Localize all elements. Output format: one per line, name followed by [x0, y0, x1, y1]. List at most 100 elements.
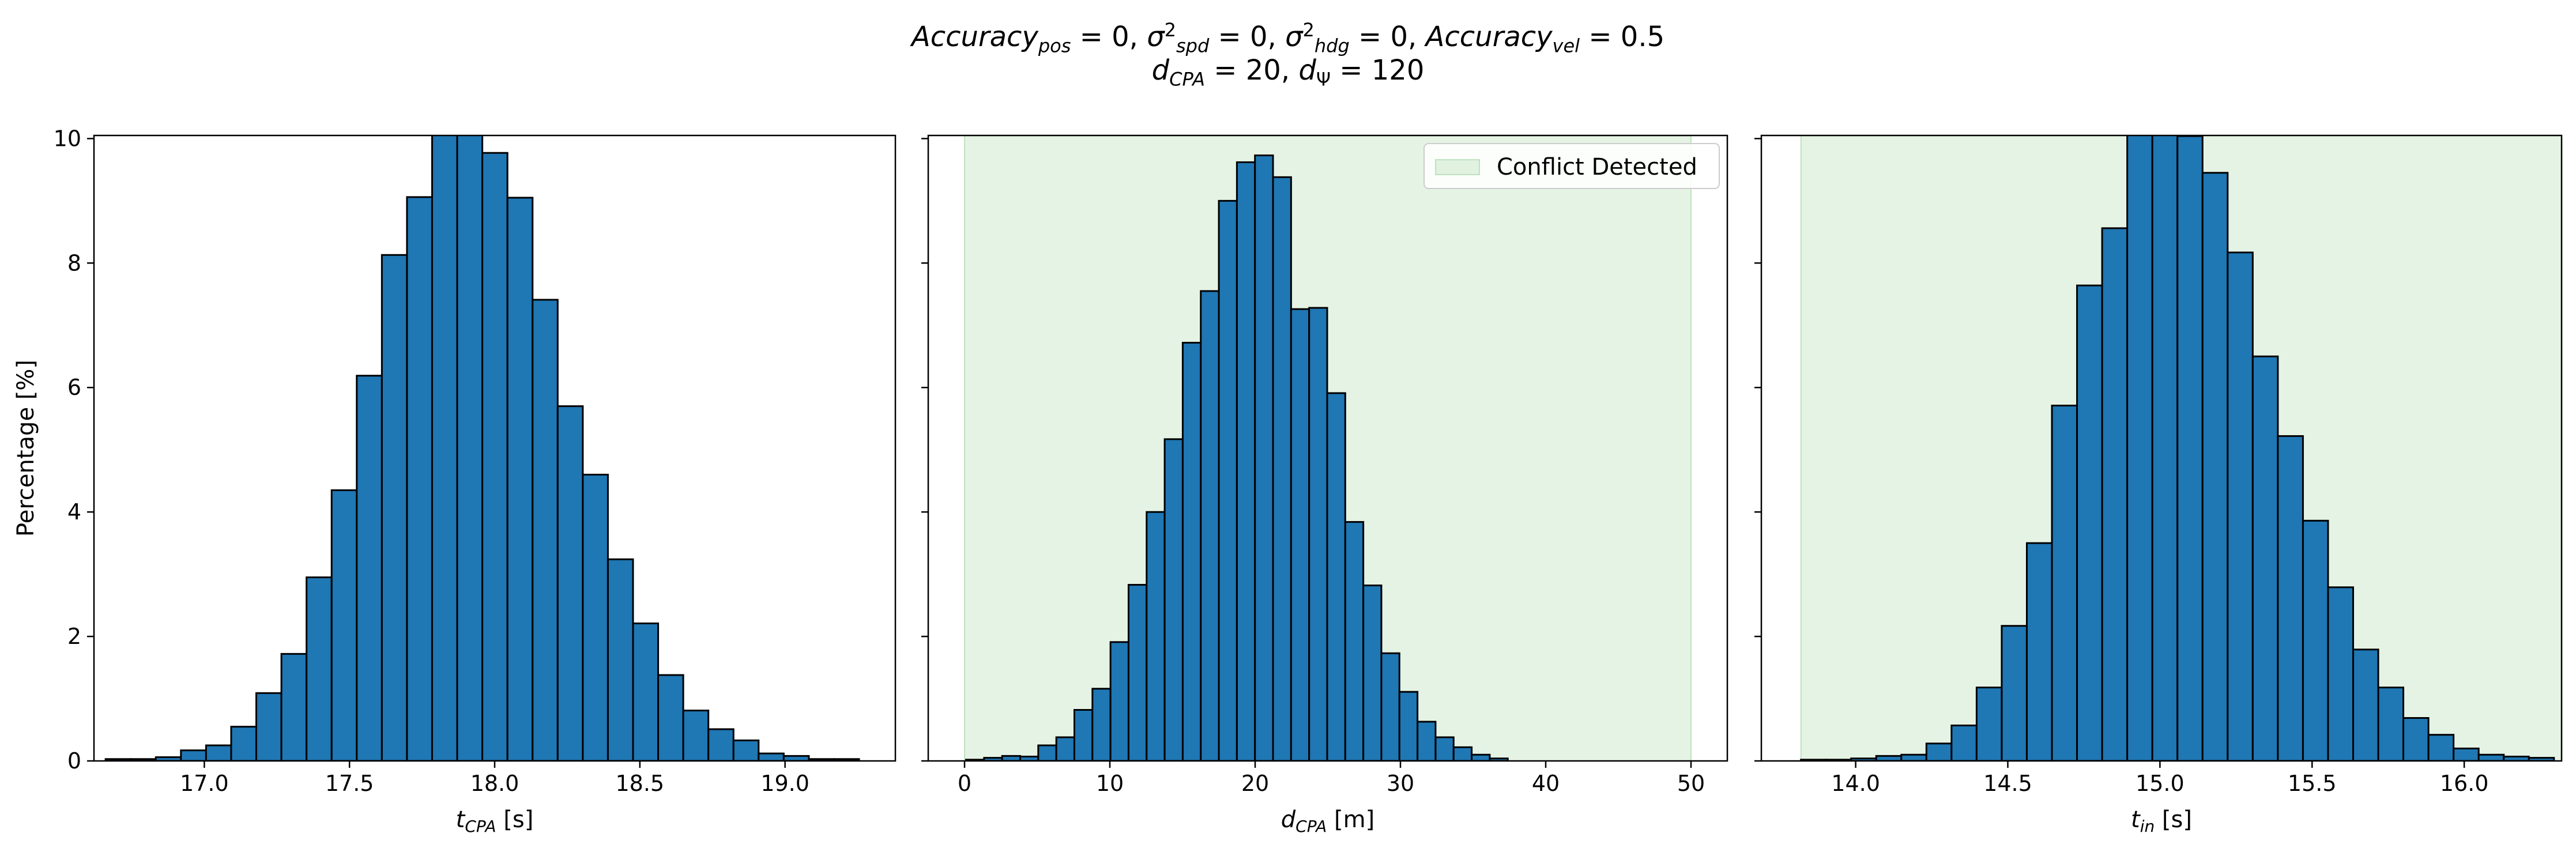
histogram-bar: [1900, 753, 1927, 761]
histogram-bar: [1236, 161, 1256, 761]
x-tick-label: 17.5: [325, 771, 374, 796]
legend-swatch: [1435, 159, 1480, 175]
histogram-bar: [2176, 135, 2204, 761]
title-part: = 0.5: [1580, 21, 1665, 53]
histogram-bar: [657, 674, 684, 761]
histogram-bar: [2251, 355, 2279, 761]
plot-area: [964, 135, 1692, 761]
histogram-bar: [2001, 625, 2028, 761]
histogram-bar: [2453, 747, 2480, 761]
histogram-bar: [2477, 753, 2505, 761]
histogram-panel-1: 17.0 17.5 18.0 18.5 19.0 0 2 4 6 8 10 tCPA [s] Perce…: [13, 126, 897, 836]
x-tick-label: 17.0: [180, 771, 229, 796]
x-tick-label: 30: [1387, 771, 1414, 796]
histogram-bar: [1434, 736, 1455, 761]
histogram-bar: [456, 135, 484, 761]
histogram-bar: [607, 558, 634, 761]
histogram-bar: [2302, 519, 2329, 761]
title-part: pos: [1038, 35, 1071, 57]
x-tick-label: 16.0: [2440, 771, 2489, 796]
x-tick-label: 40: [1532, 771, 1560, 796]
histogram-bar: [782, 755, 810, 761]
title-part: = 0,: [1209, 21, 1286, 53]
x-tick-label: 15.5: [2288, 771, 2337, 796]
chart-title-line-2: dCPA = 20, dΨ = 120: [0, 53, 2576, 97]
title-part: = 20,: [1205, 54, 1299, 86]
x-tick-label: 0: [958, 771, 971, 796]
title-part: = 120: [1331, 54, 1425, 86]
histogram-bar: [2528, 757, 2555, 761]
legend-box: [1423, 143, 1720, 189]
x-axis-label: dCPA [m]: [1281, 806, 1374, 836]
title-part: σ: [1147, 21, 1165, 53]
histogram-bar: [506, 197, 534, 761]
histogram-bar: [406, 196, 433, 761]
histogram-bar: [1001, 755, 1021, 761]
histogram-bar: [481, 152, 509, 761]
histogram-bar: [1037, 744, 1057, 761]
axes-frame: [1760, 134, 2563, 762]
title-part: 2: [1302, 19, 1315, 41]
title-part: Accuracy: [911, 21, 1038, 53]
histogram-bar: [632, 622, 660, 761]
y-tick-label: 4: [67, 499, 81, 525]
histogram-bar: [2227, 251, 2254, 761]
histogram-bar: [1975, 687, 2003, 761]
histogram-panel-2: 0 10 20 30 40 50 dCPA [m] Conflict Detected: [921, 134, 1728, 836]
histogram-bar: [2025, 542, 2053, 761]
y-tick-label: 8: [67, 250, 81, 276]
y-tick-label: 0: [67, 748, 81, 774]
histogram-bar: [1290, 308, 1310, 761]
x-axis-label: tin [s]: [2131, 806, 2192, 836]
x-tick-label: 18.0: [470, 771, 519, 796]
histogram-bar: [556, 405, 584, 761]
histogram-bar: [205, 744, 232, 761]
histogram-bar: [758, 752, 785, 761]
title-part: CPA: [1169, 68, 1206, 91]
histogram-bar: [1308, 307, 1328, 761]
plot-area: [1800, 135, 2562, 761]
title-part: hdg: [1314, 35, 1350, 57]
histogram-bar: [2151, 135, 2179, 761]
histogram-bar: [1417, 721, 1437, 761]
x-tick-label: 20: [1241, 771, 1269, 796]
histogram-bar: [1091, 688, 1112, 761]
histogram-bar: [1326, 392, 1346, 761]
axes-frame: [927, 134, 1728, 762]
histogram-bar: [255, 692, 283, 761]
histogram-bar: [1218, 199, 1238, 761]
histogram-bar: [2377, 687, 2405, 761]
legend: Conflict Detected: [1423, 143, 1720, 189]
x-tick-label: 18.5: [616, 771, 665, 796]
plot-area: [104, 135, 860, 761]
histogram-bar: [2126, 135, 2153, 761]
y-tick-label: 2: [67, 624, 81, 649]
histogram-bar: [1471, 753, 1491, 761]
x-tick-label: 15.0: [2136, 771, 2185, 796]
histogram-bar: [532, 299, 559, 761]
title-part: vel: [1552, 35, 1580, 57]
histogram-bar: [1398, 691, 1419, 761]
histogram-bar: [2201, 172, 2229, 761]
histogram-bar: [2076, 284, 2103, 761]
histogram-bar: [1200, 290, 1220, 761]
histogram-bar: [381, 254, 408, 761]
title-part: σ: [1285, 21, 1303, 53]
histogram-bar: [356, 375, 383, 761]
histogram-bar: [1452, 746, 1473, 761]
x-tick-label: 14.5: [1983, 771, 2032, 796]
histogram-bar: [707, 728, 735, 761]
histogram-bar: [1272, 176, 1292, 761]
histogram-bar: [1380, 652, 1400, 761]
histogram-bar: [1109, 641, 1129, 761]
histogram-bar: [1344, 521, 1365, 761]
histogram-bar: [2402, 717, 2430, 761]
histogram-bar: [1950, 724, 1978, 761]
histogram-bar: [1163, 438, 1184, 761]
title-part: d: [1151, 54, 1170, 86]
histogram-bar: [2051, 405, 2078, 761]
title-part: d: [1298, 54, 1316, 86]
histogram-bar: [1489, 757, 1509, 761]
title-part: spd: [1176, 35, 1210, 57]
